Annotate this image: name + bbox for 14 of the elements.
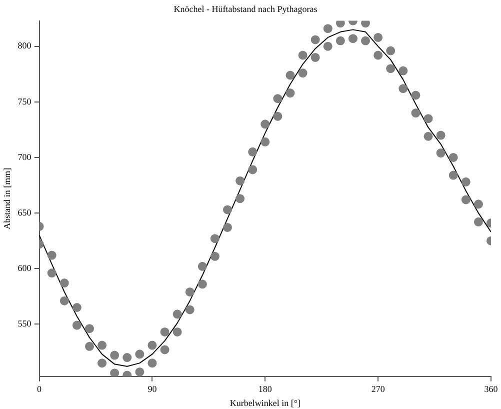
x-tick-label: 270 [371,384,386,394]
chart-title: Knöchel - Hüftabstand nach Pythagoras [174,4,318,14]
y-tick-label: 700 [18,152,32,162]
x-tick-label: 0 [37,384,42,394]
y-tick-label: 800 [18,40,32,51]
x-tick-label: 90 [148,384,158,394]
x-tick-label: 180 [258,384,272,394]
y-tick-label: 550 [18,318,32,329]
x-tick-label: 360 [484,384,498,394]
x-axis-title: Kurbelwinkel in [°] [230,398,300,408]
y-tick-label: 600 [18,262,32,273]
y-axis-title: Abstand in [mm] [2,168,12,230]
y-tick-label: 650 [18,207,32,218]
y-tick-label: 750 [18,96,32,106]
